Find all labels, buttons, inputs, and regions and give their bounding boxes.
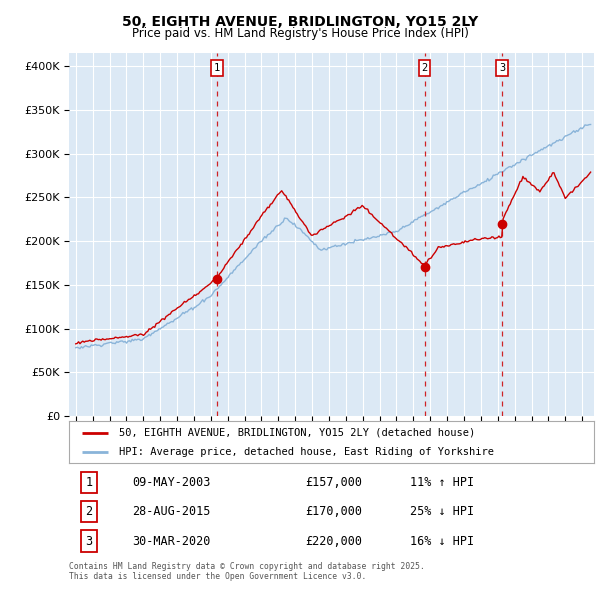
Text: 50, EIGHTH AVENUE, BRIDLINGTON, YO15 2LY: 50, EIGHTH AVENUE, BRIDLINGTON, YO15 2LY	[122, 15, 478, 29]
Text: Contains HM Land Registry data © Crown copyright and database right 2025.: Contains HM Land Registry data © Crown c…	[69, 562, 425, 571]
Text: 16% ↓ HPI: 16% ↓ HPI	[410, 535, 475, 548]
Text: 28-AUG-2015: 28-AUG-2015	[132, 505, 211, 519]
Text: £220,000: £220,000	[305, 535, 362, 548]
Text: 2: 2	[85, 505, 92, 519]
Text: 11% ↑ HPI: 11% ↑ HPI	[410, 476, 475, 489]
Text: This data is licensed under the Open Government Licence v3.0.: This data is licensed under the Open Gov…	[69, 572, 367, 581]
Text: 50, EIGHTH AVENUE, BRIDLINGTON, YO15 2LY (detached house): 50, EIGHTH AVENUE, BRIDLINGTON, YO15 2LY…	[119, 428, 475, 438]
Text: £157,000: £157,000	[305, 476, 362, 489]
Text: 2: 2	[421, 63, 428, 73]
Text: HPI: Average price, detached house, East Riding of Yorkshire: HPI: Average price, detached house, East…	[119, 447, 494, 457]
Text: £170,000: £170,000	[305, 505, 362, 519]
Text: 09-MAY-2003: 09-MAY-2003	[132, 476, 211, 489]
Text: 1: 1	[214, 63, 220, 73]
Text: 3: 3	[499, 63, 505, 73]
Text: 30-MAR-2020: 30-MAR-2020	[132, 535, 211, 548]
Text: 3: 3	[85, 535, 92, 548]
Text: Price paid vs. HM Land Registry's House Price Index (HPI): Price paid vs. HM Land Registry's House …	[131, 27, 469, 40]
Text: 1: 1	[85, 476, 92, 489]
Text: 25% ↓ HPI: 25% ↓ HPI	[410, 505, 475, 519]
